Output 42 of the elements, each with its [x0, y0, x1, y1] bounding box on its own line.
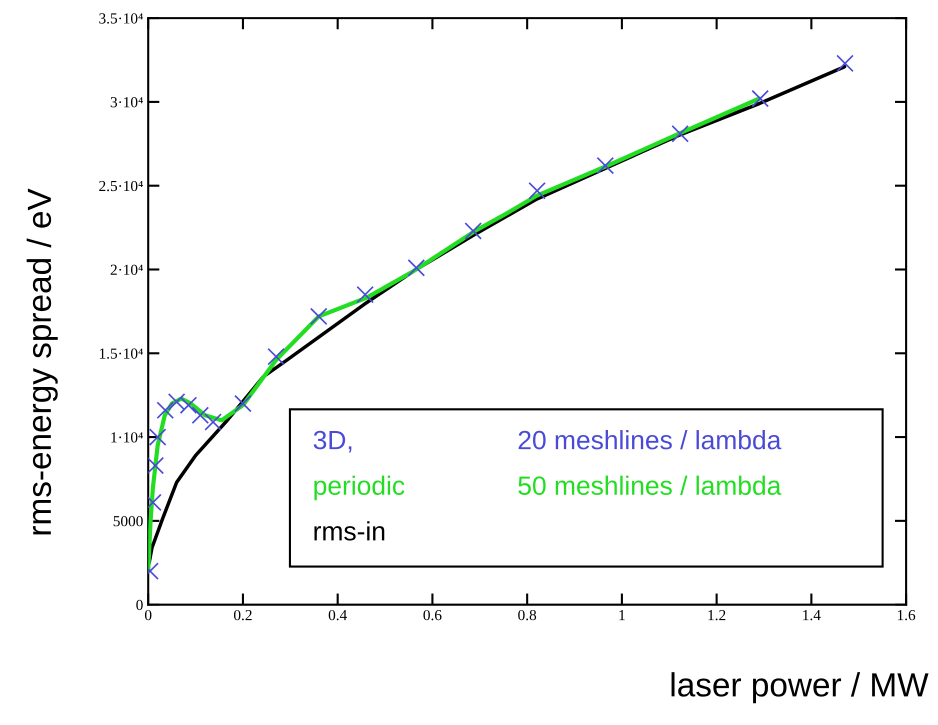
point: [234, 394, 252, 412]
annotation: 3D,: [314, 430, 352, 453]
text: 20 meshlines / lambda: [518, 430, 782, 450]
point: [148, 428, 166, 446]
point: [156, 402, 174, 420]
y-tick-label: 2.5·10⁴: [99, 180, 143, 192]
text: rms-in: [314, 521, 384, 541]
point: [751, 90, 769, 108]
x-tick-label: 0: [144, 610, 152, 620]
point: [168, 393, 186, 411]
y-tick-label: 2·10⁴: [110, 264, 143, 275]
y-axis-title: rms-energy spread / eV: [26, 188, 58, 534]
x-tick-label: 0.4: [328, 610, 347, 620]
point: [356, 286, 374, 304]
y-tick-label: 3.5·10⁴: [99, 13, 143, 24]
point: [596, 156, 614, 174]
y-tick-label: 1.5·10⁴: [100, 348, 143, 359]
x-tick-label: 1: [619, 610, 625, 620]
point: [528, 182, 546, 200]
point: [148, 456, 164, 474]
x-tick-label: 0.6: [423, 610, 442, 620]
point: [408, 259, 426, 277]
point: [671, 125, 689, 143]
y-tick-label: 3·10⁴: [110, 97, 143, 108]
x-tick-label: 1.2: [708, 610, 726, 620]
point: [192, 406, 210, 424]
point: [464, 222, 482, 240]
x-tick-label: 0.8: [518, 610, 536, 620]
x-tick-label: 0.2: [234, 610, 252, 620]
point: [267, 348, 285, 366]
x-tick-label: 1.4: [803, 610, 821, 620]
text: 50 meshlines / lambda: [518, 476, 782, 496]
annotation: periodic: [314, 476, 404, 500]
y-tick-label: 1·10⁴: [111, 432, 143, 443]
point: [836, 54, 854, 72]
x-axis-title: laser power / MW: [672, 672, 929, 704]
point: [310, 308, 328, 326]
point: [180, 396, 198, 414]
y-tick-label: 0: [136, 600, 143, 610]
y-tick-label: 5000: [114, 516, 143, 526]
point: [204, 413, 222, 431]
x-tick-label: 1.6: [898, 610, 916, 620]
